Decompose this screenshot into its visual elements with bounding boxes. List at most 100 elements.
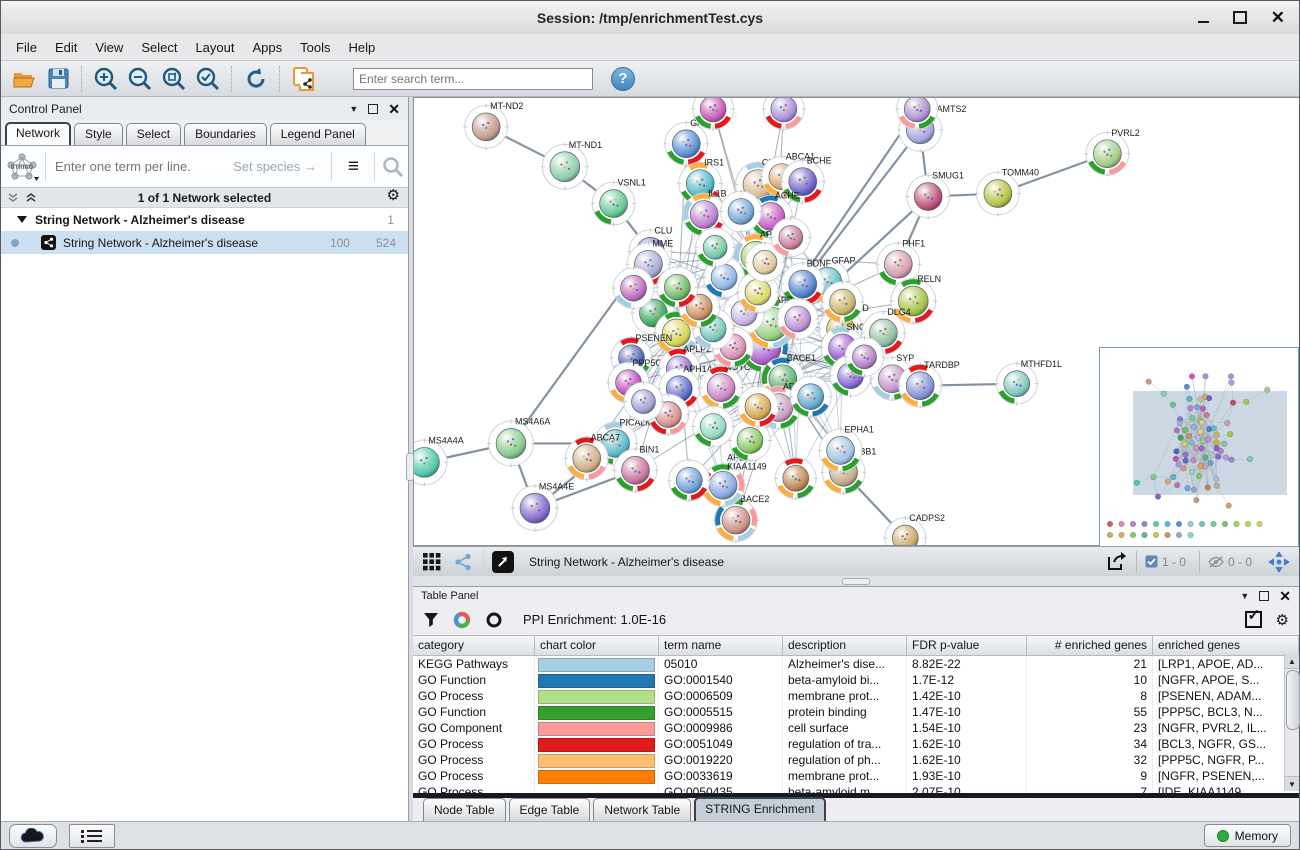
help-button[interactable]: ? — [611, 66, 635, 91]
menu-item-tools[interactable]: Tools — [300, 39, 331, 55]
string-search-icon[interactable] — [382, 156, 404, 178]
tab-string-enrichment[interactable]: STRING Enrichment — [694, 797, 826, 821]
network-collection-row[interactable]: String Network - Alzheimer's disease 1 — [1, 208, 408, 231]
save-session-button[interactable] — [41, 64, 75, 94]
collapse-all-icon[interactable] — [25, 192, 37, 204]
column-header-chart-color[interactable]: chart color — [535, 636, 659, 655]
string-options-icon[interactable]: ≡ — [347, 155, 359, 177]
column-header--enriched-genes[interactable]: # enriched genes — [1027, 636, 1153, 655]
detach-view-button[interactable] — [492, 550, 514, 573]
network-node[interactable]: PHF1 — [875, 238, 925, 288]
export-network-button[interactable] — [1101, 547, 1131, 577]
tab-node-table[interactable]: Node Table — [423, 798, 506, 821]
menu-item-view[interactable]: View — [95, 39, 124, 55]
table-vertical-scrollbar[interactable]: ▲ ▼ — [1284, 654, 1300, 791]
search-input[interactable] — [353, 67, 593, 90]
network-node[interactable] — [736, 384, 780, 429]
table-row[interactable]: GO Function GO:0005515 protein binding 1.47… — [413, 704, 1299, 720]
share-view-button[interactable] — [450, 547, 476, 577]
enrichment-settings-gear-icon[interactable]: ⚙ — [1275, 610, 1289, 629]
zoom-in-button[interactable] — [89, 64, 123, 94]
network-node[interactable] — [655, 265, 700, 310]
table-panel-float-icon[interactable] — [1259, 590, 1270, 601]
tab-legend-panel[interactable]: Legend Panel — [269, 123, 366, 145]
network-node[interactable] — [773, 456, 818, 501]
column-header-category[interactable]: category — [413, 636, 535, 655]
network-node[interactable]: BCHE — [779, 156, 832, 205]
menu-item-help[interactable]: Help — [348, 39, 376, 55]
column-header-description[interactable]: description — [783, 636, 907, 655]
tab-select[interactable]: Select — [125, 123, 182, 145]
network-node[interactable] — [694, 226, 737, 269]
network-node[interactable]: MS4A4E — [511, 481, 574, 533]
network-node[interactable] — [719, 189, 763, 234]
network-node[interactable] — [736, 270, 780, 315]
network-node[interactable] — [611, 266, 656, 311]
network-node[interactable]: MS4A4A — [400, 435, 464, 487]
network-node[interactable] — [667, 458, 712, 503]
panel-float-icon[interactable] — [368, 103, 379, 114]
set-species-hint[interactable]: Set species → — [233, 159, 317, 174]
network-node[interactable]: MT-ND1 — [540, 140, 602, 191]
close-button[interactable]: ✕ — [1270, 8, 1285, 27]
network-node[interactable]: MT-ND2 — [463, 101, 523, 150]
table-row[interactable]: GO Process GO:0033619 membrane prot... 1.93… — [413, 768, 1299, 784]
menu-item-file[interactable]: File — [16, 39, 37, 55]
network-from-selection-button[interactable] — [287, 64, 321, 94]
open-session-button[interactable] — [7, 64, 41, 94]
tab-network-table[interactable]: Network Table — [593, 798, 692, 821]
network-node[interactable] — [691, 404, 736, 449]
network-node[interactable] — [788, 374, 833, 419]
network-node[interactable] — [744, 241, 786, 284]
scroll-down-arrow[interactable]: ▼ — [1285, 776, 1299, 791]
table-row[interactable]: GO Component GO:0009986 cell surface 1.54E-… — [413, 720, 1299, 736]
panel-close-icon[interactable]: ✕ — [388, 100, 400, 117]
network-node[interactable]: ABCA7 — [563, 432, 620, 482]
menu-item-select[interactable]: Select — [141, 39, 178, 55]
zoom-out-button[interactable] — [123, 64, 157, 94]
grid-view-button[interactable] — [419, 547, 445, 577]
table-panel-close-icon[interactable]: ✕ — [1279, 587, 1291, 604]
network-node[interactable]: SMUG1 — [905, 171, 964, 220]
table-row[interactable]: KEGG Pathways 05010 Alzheimer's dise... 8.8… — [413, 656, 1299, 672]
network-node[interactable]: MTHFD1L — [994, 359, 1062, 406]
network-graph[interactable]: MT-ND2MT-ND1VSNL1GAB2ADAMTS2IRS1CHATABCA… — [400, 87, 1299, 560]
tab-style[interactable]: Style — [74, 123, 123, 145]
network-node[interactable]: PVRL2 — [1084, 128, 1140, 177]
network-node[interactable] — [769, 216, 812, 259]
network-node[interactable] — [622, 380, 665, 423]
network-node[interactable]: RELN — [889, 274, 941, 325]
network-node[interactable]: CADPS2 — [883, 513, 945, 560]
menu-item-layout[interactable]: Layout — [195, 39, 235, 55]
birds-eye-view[interactable] — [1099, 347, 1299, 547]
network-panel-gear-icon[interactable]: ⚙ — [386, 186, 400, 204]
network-node[interactable] — [820, 280, 865, 324]
network-node[interactable]: BDNF — [779, 258, 832, 308]
table-row[interactable]: GO Process GO:0006509 membrane prot... 1.42… — [413, 688, 1299, 704]
network-canvas[interactable]: MT-ND2MT-ND1VSNL1GAB2ADAMTS2IRS1CHATABCA… — [400, 87, 1299, 560]
network-node[interactable]: TOMM40 — [974, 168, 1039, 217]
network-node[interactable] — [895, 87, 940, 131]
string-logo-icon[interactable]: STRING — [5, 152, 39, 182]
column-header-term-name[interactable]: term name — [659, 636, 783, 655]
tab-boundaries[interactable]: Boundaries — [184, 123, 267, 145]
network-node[interactable]: MS4A6A — [487, 417, 550, 468]
menu-item-edit[interactable]: Edit — [54, 39, 78, 55]
network-node[interactable]: EPHA1 — [817, 425, 874, 474]
navigator-button[interactable] — [1265, 547, 1293, 577]
cloud-tasks-button[interactable] — [9, 823, 57, 848]
table-row[interactable]: GO Process GO:0051049 regulation of tra...… — [413, 736, 1299, 752]
network-node[interactable]: TARDBP — [897, 360, 960, 409]
panel-menu-icon[interactable]: ▼ — [349, 103, 359, 114]
table-row[interactable]: GO Process GO:0019220 regulation of ph... 1… — [413, 752, 1299, 768]
tab-network[interactable]: Network — [5, 122, 72, 145]
scroll-up-arrow[interactable]: ▲ — [1285, 654, 1299, 669]
minimize-button[interactable] — [1197, 20, 1209, 23]
zoom-selected-button[interactable] — [191, 64, 225, 94]
filter-icon[interactable] — [423, 612, 439, 628]
menu-item-apps[interactable]: Apps — [252, 39, 283, 55]
tab-edge-table[interactable]: Edge Table — [508, 798, 591, 821]
network-node[interactable]: VSNL1 — [590, 178, 646, 227]
network-node[interactable]: NOTCH1 — [698, 362, 762, 411]
string-term-input[interactable] — [53, 158, 234, 175]
